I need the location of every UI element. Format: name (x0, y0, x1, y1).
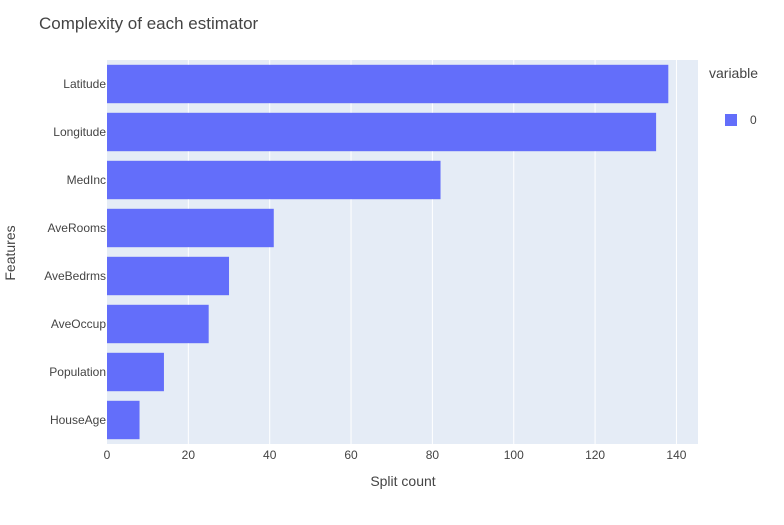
legend-title: variable (709, 65, 758, 81)
x-tick-label: 140 (666, 448, 686, 462)
legend-label-0[interactable]: 0 (750, 113, 757, 127)
y-axis-ticks: HouseAge Population AveOccup AveBedrms AveRo… (44, 77, 106, 427)
bar-longitude[interactable] (107, 112, 657, 152)
y-tick-label: AveBedrms (44, 269, 106, 283)
y-tick-label: Latitude (63, 77, 106, 91)
x-tick-label: 40 (263, 448, 277, 462)
bar-houseage[interactable] (107, 400, 140, 440)
x-tick-label: 20 (182, 448, 196, 462)
y-tick-label: MedInc (67, 173, 106, 187)
legend[interactable]: variable 0 (709, 65, 758, 127)
bar-population[interactable] (107, 352, 164, 392)
y-tick-label: AveRooms (48, 221, 106, 235)
x-tick-label: 80 (426, 448, 440, 462)
legend-swatch-0[interactable] (725, 114, 737, 126)
y-tick-label: Population (49, 365, 106, 379)
bar-aveoccup[interactable] (107, 304, 209, 344)
bars (107, 64, 669, 440)
y-tick-label: HouseAge (50, 413, 106, 427)
x-tick-label: 0 (104, 448, 111, 462)
bar-medinc[interactable] (107, 160, 441, 200)
x-axis-title: Split count (370, 473, 435, 489)
chart-title: Complexity of each estimator (39, 14, 259, 33)
x-tick-label: 100 (504, 448, 524, 462)
x-axis-ticks: 0 20 40 60 80 100 120 140 (104, 448, 687, 462)
bar-avebedrms[interactable] (107, 256, 230, 296)
y-tick-label: Longitude (53, 125, 106, 139)
x-tick-label: 120 (585, 448, 605, 462)
bar-latitude[interactable] (107, 64, 669, 104)
x-tick-label: 60 (344, 448, 358, 462)
y-axis-title: Features (2, 225, 18, 280)
y-tick-label: AveOccup (51, 317, 106, 331)
bar-averooms[interactable] (107, 208, 274, 248)
